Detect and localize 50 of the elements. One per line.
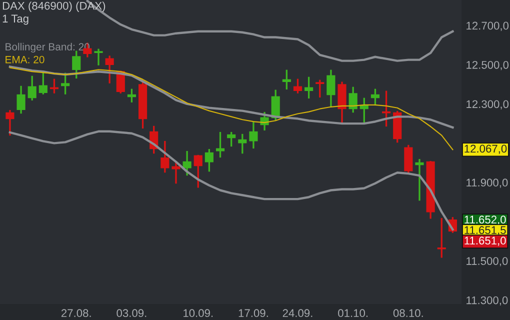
text: 12.067,0 (464, 144, 507, 154)
y-tick-label: 11.900,0 (466, 178, 508, 188)
y-tick-label: 11.500,0 (466, 257, 508, 266)
candlestick (282, 70, 291, 90)
x-tick-label: 08.10. (393, 309, 423, 318)
candlestick (316, 80, 324, 98)
candlestick (293, 78, 302, 94)
candlestick (194, 154, 202, 188)
candlestick (204, 149, 214, 172)
y-tick-label: 12.300,0 (466, 100, 509, 110)
candlestick (182, 150, 192, 176)
candlestick (127, 88, 136, 102)
candlestick (360, 98, 368, 123)
x-tick-label: 24.09. (282, 309, 312, 318)
candlestick (304, 76, 314, 99)
candlestick (404, 144, 413, 174)
candlestick (61, 72, 70, 94)
candlestick (326, 70, 336, 107)
candlestick (348, 86, 358, 113)
candlestick (415, 159, 424, 201)
line-series (9, 67, 454, 150)
text: 11.651,5 (464, 226, 506, 236)
y-tick-label: 12.500,0 (466, 60, 509, 70)
candlestick (38, 72, 48, 94)
line-series (8, 66, 454, 129)
candlestick (16, 86, 26, 114)
text: 11.652,0 (464, 216, 506, 225)
x-tick-label: 17.09. (238, 309, 268, 318)
candlestick (227, 132, 236, 147)
candlestick (238, 134, 247, 154)
text: 1 Tag (2, 14, 28, 25)
y-tick-label: 11.300,0 (466, 296, 508, 306)
candlestick (249, 122, 258, 149)
x-tick-label: 03.09. (116, 309, 146, 318)
x-tick-label: 27.08. (61, 309, 91, 318)
candlestick (105, 56, 114, 84)
text: 11.651,0 (464, 236, 506, 246)
x-tick-label: 01.10. (338, 309, 368, 318)
x-tick-label: 10.09. (184, 309, 213, 318)
candlestick (172, 160, 180, 184)
candlestick (437, 218, 446, 258)
candlestick (6, 110, 14, 136)
candlestick (28, 76, 36, 100)
candlestick (72, 50, 81, 78)
series-label: EMA: 20 (6, 56, 44, 64)
candlestick (216, 132, 225, 158)
y-tick-label: 12.700,0 (466, 22, 509, 31)
candlestick (94, 48, 103, 66)
candlestick (160, 140, 170, 173)
candlestick (370, 88, 380, 106)
